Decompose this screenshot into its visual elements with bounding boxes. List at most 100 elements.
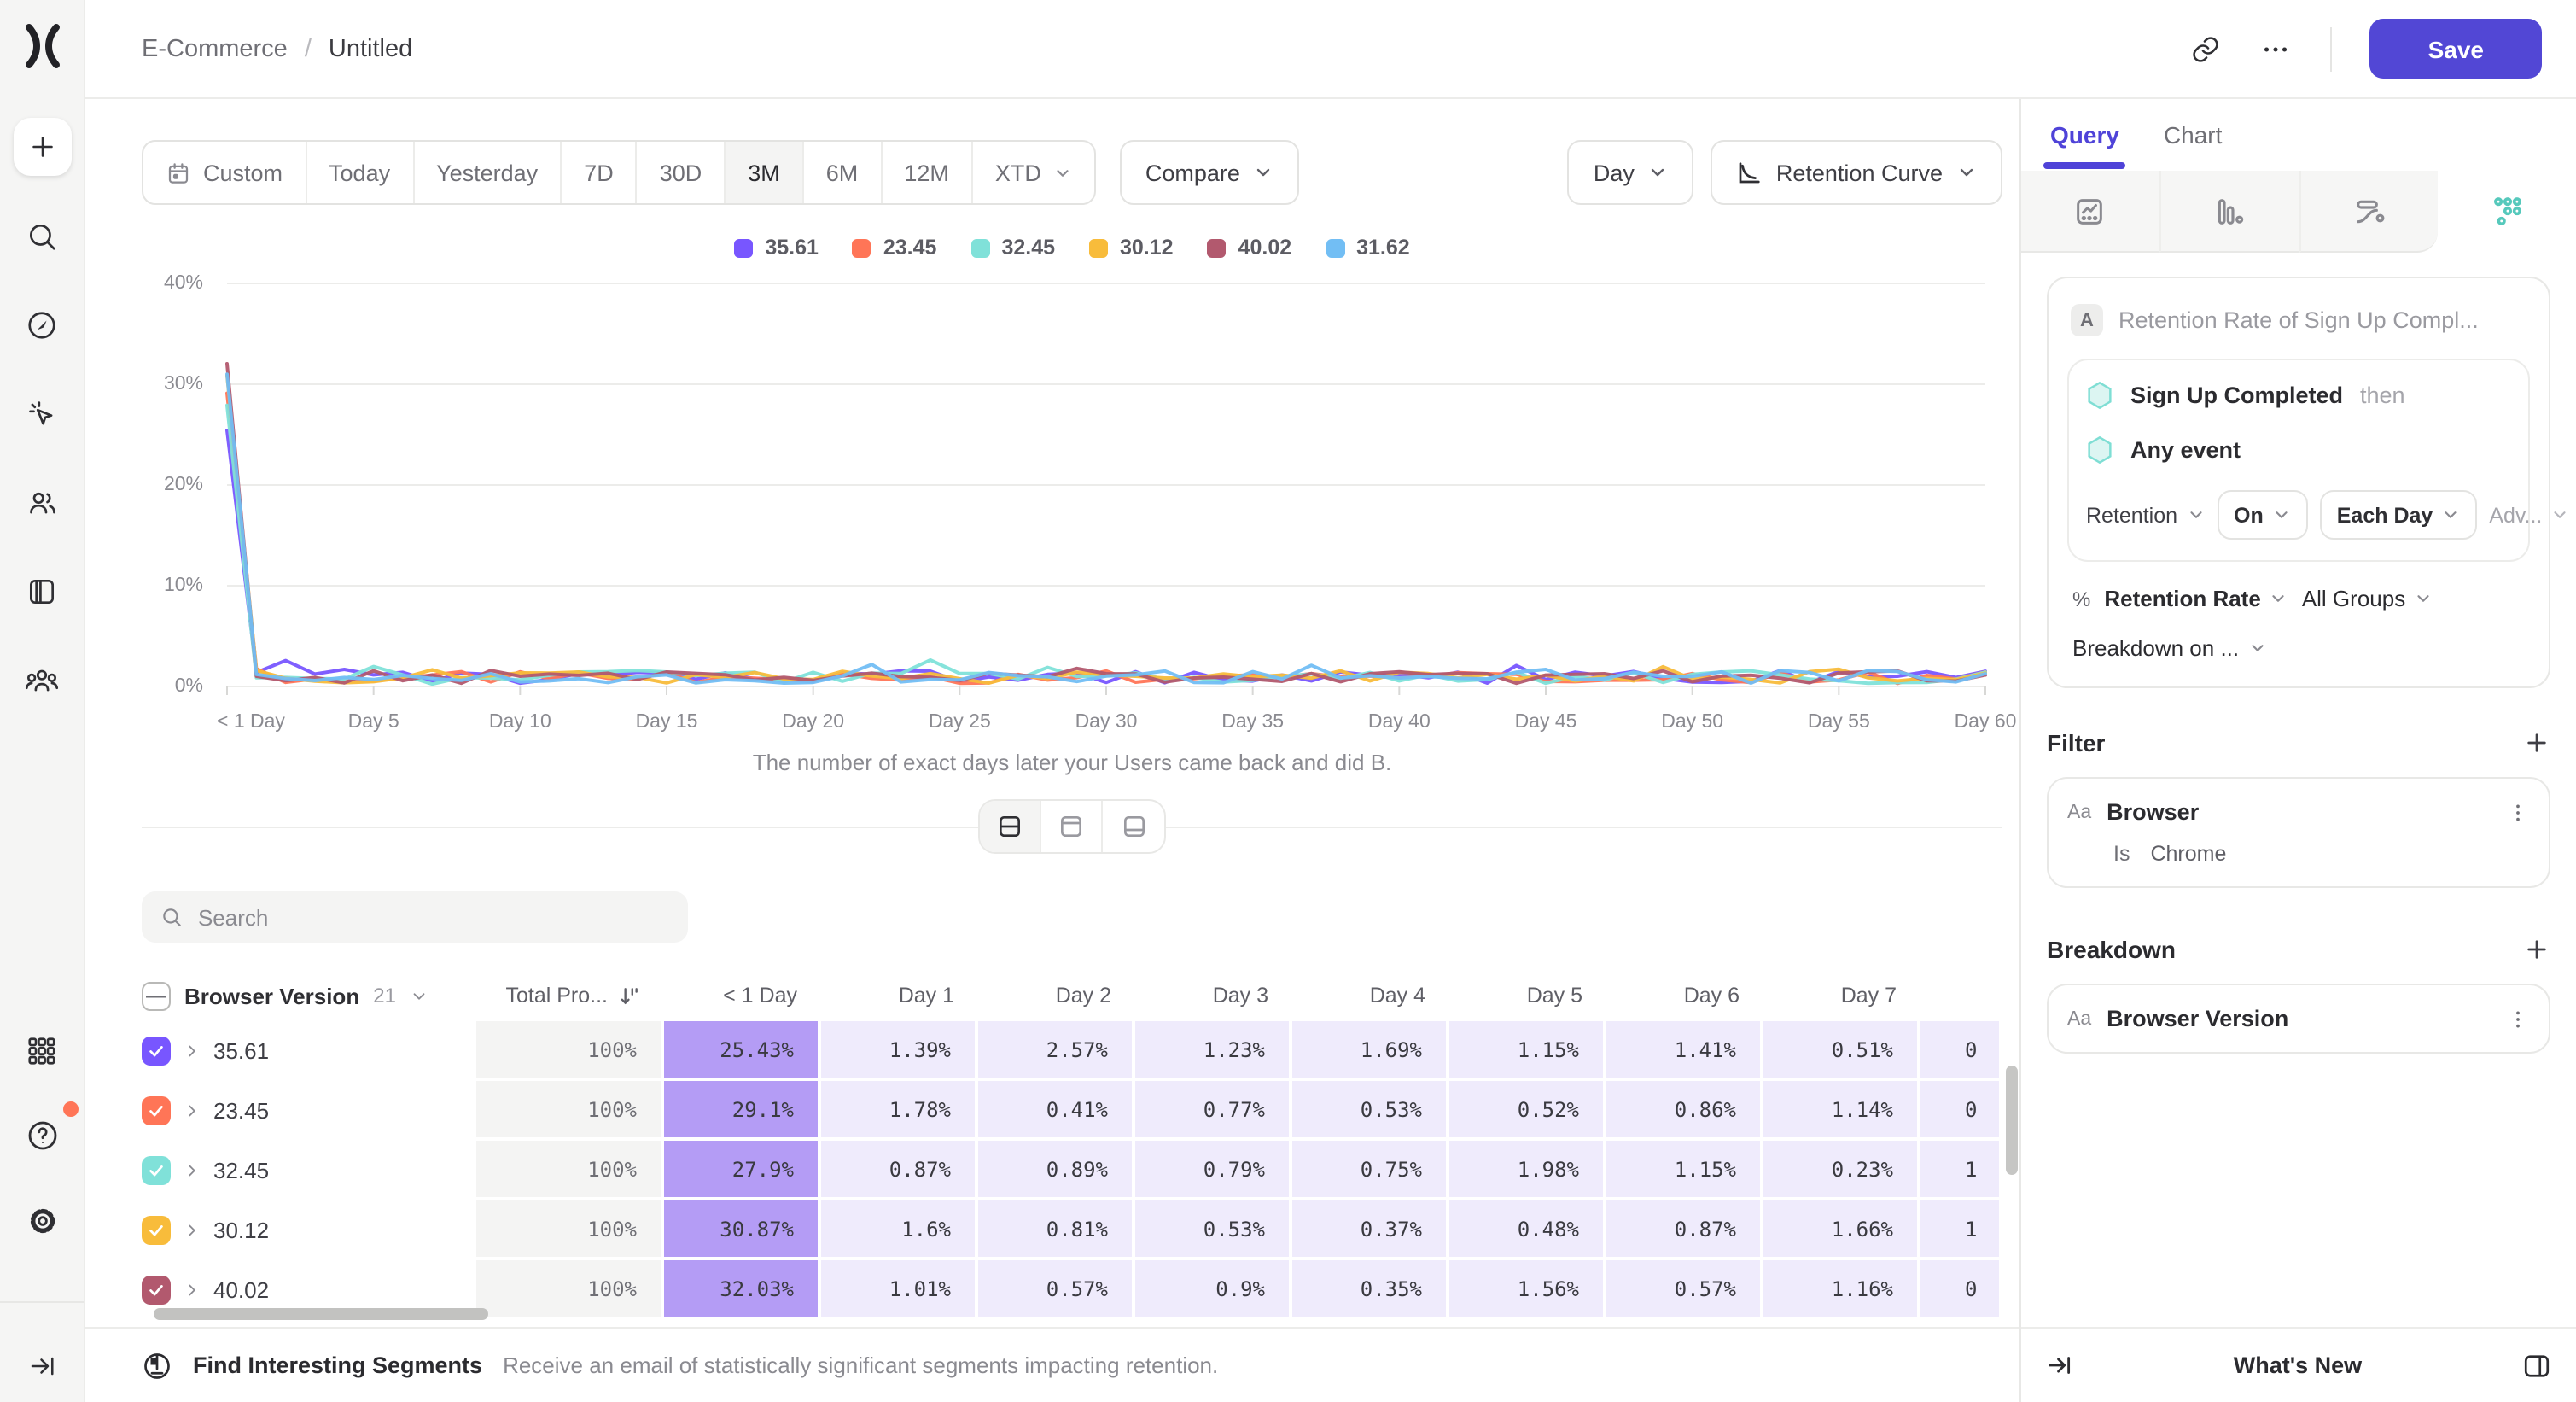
legend-item-32.45[interactable]: 32.45 — [970, 236, 1055, 260]
expand-row-chevron[interactable] — [183, 1281, 201, 1300]
horizontal-scrollbar-thumb[interactable] — [154, 1308, 488, 1320]
legend-item-31.62[interactable]: 31.62 — [1326, 236, 1410, 260]
metric-dropdown[interactable]: Retention Rate — [2104, 586, 2288, 611]
date-range-yesterday[interactable]: Yesterday — [414, 142, 562, 203]
view-toggle-table-only[interactable] — [1103, 801, 1164, 852]
granularity-button[interactable]: Day — [1567, 140, 1694, 205]
filter-options-button[interactable] — [2506, 800, 2530, 824]
day-column-header[interactable]: Day 6 — [1683, 984, 1740, 1008]
query-title[interactable]: Retention Rate of Sign Up Compl... — [2118, 307, 2479, 333]
day-column-header[interactable]: Day 4 — [1369, 984, 1425, 1008]
first-event-row[interactable]: Sign Up Completed then — [2086, 381, 2511, 410]
copy-link-icon[interactable] — [2191, 33, 2222, 64]
total-column-header[interactable]: Total Pro... — [505, 984, 609, 1008]
row-checkbox[interactable] — [142, 1216, 171, 1245]
group-column-header[interactable]: Browser Version — [184, 983, 360, 1008]
returning-event-row[interactable]: Any event — [2086, 435, 2511, 464]
tab-query[interactable]: Query — [2043, 99, 2127, 169]
sidebar-item-explore[interactable] — [13, 295, 71, 353]
row-checkbox[interactable] — [142, 1276, 171, 1305]
mixpanel-logo-icon[interactable] — [21, 24, 62, 77]
add-breakdown-button[interactable] — [2523, 936, 2550, 963]
date-range-12m[interactable]: 12M — [882, 142, 973, 203]
collapse-sidebar-button[interactable] — [0, 1330, 84, 1402]
date-range-custom[interactable]: Custom — [143, 142, 307, 203]
expand-row-chevron[interactable] — [183, 1101, 201, 1120]
filter-value[interactable]: Chrome — [2150, 842, 2227, 866]
day-column-header[interactable]: Day 5 — [1526, 984, 1582, 1008]
sidebar-item-events[interactable] — [13, 384, 71, 442]
legend-item-30.12[interactable]: 30.12 — [1089, 236, 1174, 260]
expand-row-chevron[interactable] — [183, 1221, 201, 1240]
advanced-dropdown[interactable]: Adv... — [2489, 503, 2569, 527]
sort-descending-icon[interactable] — [618, 984, 640, 1007]
chevron-down-icon[interactable] — [410, 986, 428, 1005]
sidebar-item-users[interactable] — [13, 473, 71, 531]
on-dropdown[interactable]: On — [2217, 490, 2308, 540]
day-column-header[interactable]: Day 2 — [1055, 984, 1111, 1008]
more-options-icon[interactable] — [2259, 33, 2293, 64]
apps-grid-button[interactable] — [13, 1021, 71, 1079]
day-column-header[interactable]: Day 7 — [1840, 984, 1897, 1008]
row-label[interactable]: 23.45 — [213, 1098, 270, 1124]
report-type-insights[interactable] — [2021, 171, 2159, 253]
side-panel-icon[interactable] — [2521, 1350, 2552, 1381]
day-column-header[interactable]: Day 1 — [898, 984, 954, 1008]
compare-button[interactable]: Compare — [1119, 140, 1300, 205]
sidebar-item-search[interactable] — [13, 207, 71, 265]
sidebar-item-boards[interactable] — [13, 562, 71, 620]
help-button[interactable] — [13, 1101, 78, 1165]
add-filter-button[interactable] — [2523, 729, 2550, 756]
series-line-23.45[interactable] — [225, 391, 1987, 686]
search-input[interactable] — [197, 904, 669, 930]
groups-dropdown[interactable]: All Groups — [2302, 586, 2433, 611]
date-range-3m[interactable]: 3M — [726, 142, 804, 203]
date-range-6m[interactable]: 6M — [804, 142, 883, 203]
legend-item-40.02[interactable]: 40.02 — [1207, 236, 1291, 260]
select-all-checkbox[interactable]: — — [142, 981, 171, 1010]
chart-type-button[interactable]: Retention Curve — [1711, 140, 2002, 205]
date-range-30d[interactable]: 30D — [638, 142, 726, 203]
row-label[interactable]: 30.12 — [213, 1218, 270, 1243]
vertical-scrollbar-thumb[interactable] — [2006, 1066, 2018, 1175]
row-label[interactable]: 40.02 — [213, 1277, 270, 1303]
series-line-31.62[interactable] — [225, 372, 1987, 685]
legend-item-35.61[interactable]: 35.61 — [734, 236, 819, 260]
row-checkbox[interactable] — [142, 1096, 171, 1125]
sidebar-item-cohorts[interactable] — [13, 651, 71, 709]
series-line-30.12[interactable] — [225, 373, 1987, 685]
breadcrumb-report-title[interactable]: Untitled — [328, 35, 413, 62]
breakdown-on-dropdown[interactable]: Breakdown on ... — [2072, 635, 2525, 661]
breakdown-property[interactable]: Browser Version — [2107, 1006, 2289, 1031]
expand-row-chevron[interactable] — [183, 1161, 201, 1180]
series-line-40.02[interactable] — [225, 362, 1987, 686]
save-button[interactable]: Save — [2369, 19, 2542, 79]
settings-button[interactable] — [13, 1192, 71, 1250]
row-label[interactable]: 32.45 — [213, 1158, 270, 1183]
row-checkbox[interactable] — [142, 1037, 171, 1066]
tab-chart[interactable]: Chart — [2163, 120, 2223, 148]
expand-row-chevron[interactable] — [183, 1042, 201, 1060]
report-type-funnels[interactable] — [2159, 171, 2299, 253]
view-toggle-split[interactable] — [980, 801, 1041, 852]
create-new-button[interactable] — [13, 118, 71, 176]
filter-operator[interactable]: Is — [2113, 842, 2130, 866]
report-type-flows[interactable] — [2299, 171, 2439, 253]
whats-new-link[interactable]: What's New — [2233, 1352, 2363, 1378]
day-column-header[interactable]: < 1 Day — [723, 984, 797, 1008]
collapse-panel-icon[interactable] — [2045, 1351, 2074, 1380]
row-label[interactable]: 35.61 — [213, 1038, 270, 1064]
row-checkbox[interactable] — [142, 1156, 171, 1185]
series-line-35.61[interactable] — [225, 429, 1987, 686]
date-range-xtd[interactable]: XTD — [973, 142, 1094, 203]
report-type-retention[interactable] — [2438, 171, 2576, 253]
day-column-header[interactable]: Day 3 — [1212, 984, 1268, 1008]
legend-item-23.45[interactable]: 23.45 — [852, 236, 936, 260]
view-toggle-chart-only[interactable] — [1041, 801, 1103, 852]
date-range-7d[interactable]: 7D — [562, 142, 638, 203]
filter-property[interactable]: Browser — [2107, 799, 2200, 825]
date-range-today[interactable]: Today — [306, 142, 415, 203]
bucket-dropdown[interactable]: Each Day — [2319, 490, 2478, 540]
retention-type-dropdown[interactable]: Retention — [2086, 503, 2205, 527]
breakdown-options-button[interactable] — [2506, 1007, 2530, 1031]
